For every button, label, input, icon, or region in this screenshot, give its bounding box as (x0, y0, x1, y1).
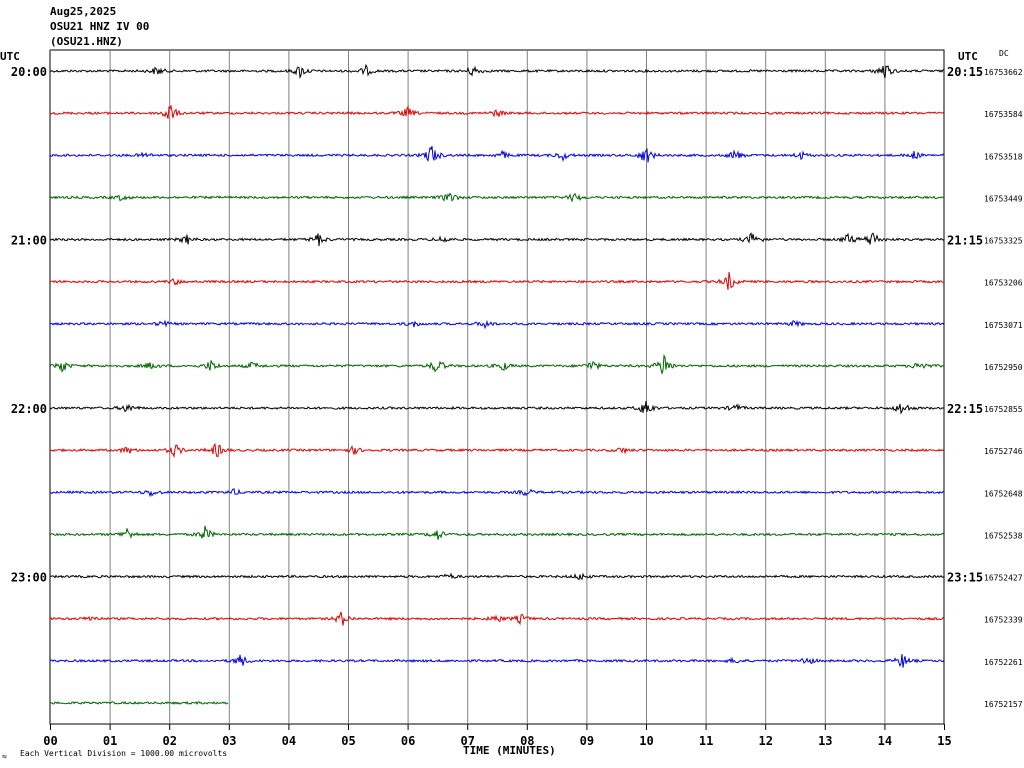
dc-value-label: 16752855 (984, 405, 1023, 414)
dc-value-label: 16752157 (984, 700, 1023, 709)
dc-value-label: 16753584 (984, 110, 1023, 119)
right-timezone-label: UTC (958, 50, 978, 63)
trace-line (49, 232, 945, 247)
dc-value-label: 16753662 (984, 68, 1023, 77)
x-tick-label: 04 (282, 734, 296, 748)
left-time-label: 20:00 (11, 65, 47, 79)
channel-label: (OSU21.HNZ) (50, 35, 123, 48)
x-tick-label: 15 (937, 734, 951, 748)
dc-value-label: 16753449 (984, 194, 1023, 203)
dc-value-label: 16753206 (984, 279, 1023, 288)
x-tick-label: 01 (103, 734, 117, 748)
trace-line (49, 271, 945, 290)
left-time-label: 22:00 (11, 402, 47, 416)
trace-line (49, 443, 945, 459)
trace-line (49, 319, 945, 330)
trace-line (49, 572, 945, 581)
x-tick-label: 12 (758, 734, 772, 748)
plot-frame (49, 49, 945, 725)
dc-value-label: 16753071 (984, 321, 1023, 330)
dc-value-label: 16752648 (984, 489, 1023, 498)
trace-line (49, 400, 945, 415)
trace-line (49, 104, 945, 119)
right-time-label: 20:15 (947, 65, 983, 79)
trace-line (49, 192, 945, 203)
trace-line (50, 700, 229, 706)
trace-line (49, 146, 945, 163)
dc-value-label: 16753518 (984, 152, 1023, 161)
trace-line (49, 63, 945, 79)
x-tick-label: 08 (520, 734, 534, 748)
x-tick-label: 06 (401, 734, 415, 748)
x-tick-label: 10 (639, 734, 653, 748)
right-time-label: 22:15 (947, 402, 983, 416)
dc-value-label: 16752950 (984, 363, 1023, 372)
right-time-label: 23:15 (947, 571, 983, 585)
left-time-label: 21:00 (11, 234, 47, 248)
right-time-label: 21:15 (947, 234, 983, 248)
scale-note: Each Vertical Division = 1000.00 microvo… (20, 749, 228, 758)
dc-value-label: 16752339 (984, 616, 1023, 625)
corner-mark: ≈ (2, 752, 7, 761)
x-tick-label: 13 (818, 734, 832, 748)
dc-value-label: 16752746 (984, 447, 1023, 456)
x-tick-label: 00 (43, 734, 57, 748)
x-tick-label: 09 (580, 734, 594, 748)
dc-header-label: DC (999, 49, 1009, 58)
dc-value-label: 16752427 (984, 574, 1023, 583)
dc-value-label: 16752261 (984, 658, 1023, 667)
x-tick-label: 07 (460, 734, 474, 748)
x-tick-label: 05 (341, 734, 355, 748)
trace-line (49, 653, 945, 668)
trace-line (49, 488, 945, 498)
station-label: OSU21 HNZ IV 00 (50, 20, 150, 33)
dc-value-label: 16752538 (984, 531, 1023, 540)
x-tick-label: 14 (878, 734, 892, 748)
trace-line (49, 353, 945, 376)
x-tick-label: 11 (699, 734, 713, 748)
dc-value-label: 16753325 (984, 237, 1023, 246)
left-time-label: 23:00 (11, 571, 47, 585)
x-axis-title: TIME (MINUTES) (463, 744, 556, 757)
x-tick-label: 02 (162, 734, 176, 748)
date-label: Aug25,2025 (50, 5, 117, 18)
x-tick-label: 03 (222, 734, 236, 748)
left-timezone-label: UTC (0, 50, 20, 63)
trace-line (49, 611, 945, 626)
trace-line (49, 525, 945, 540)
